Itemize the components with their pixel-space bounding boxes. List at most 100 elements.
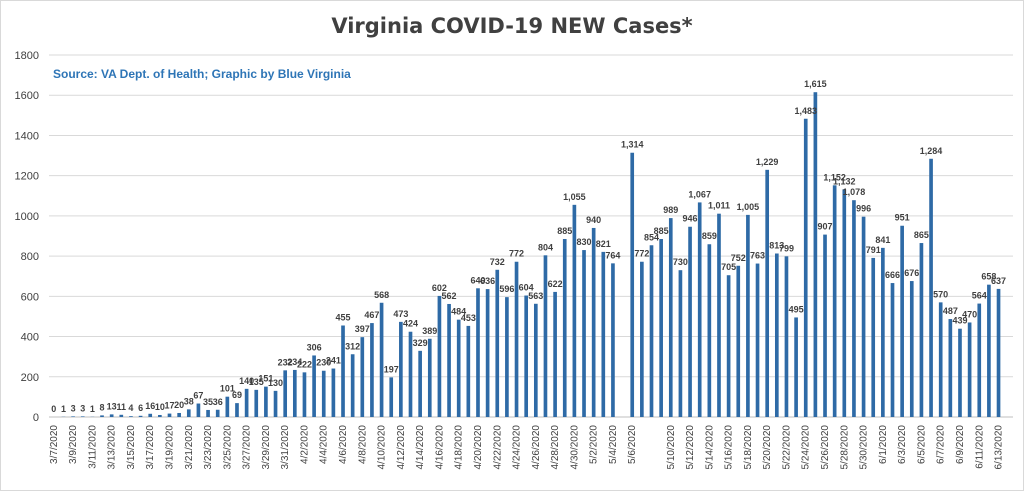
bar [466, 325, 471, 417]
data-label: 397 [355, 324, 370, 334]
bar [215, 409, 220, 417]
data-label: 804 [538, 242, 553, 252]
data-label: 602 [432, 283, 447, 293]
data-label: 3 [80, 403, 85, 413]
x-tick-label: 5/16/2020 [724, 425, 735, 470]
x-tick-label: 5/22/2020 [781, 425, 792, 470]
x-tick-label: 3/17/2020 [145, 425, 156, 470]
data-label: 17 [164, 401, 174, 411]
bar [630, 152, 635, 418]
x-tick-label: 4/30/2020 [569, 425, 580, 470]
data-label: 658 [981, 272, 996, 282]
bar [755, 263, 760, 417]
data-label: 996 [856, 204, 871, 214]
x-tick-label: 4/22/2020 [492, 425, 503, 470]
bars [61, 92, 1001, 418]
data-label: 946 [683, 214, 698, 224]
data-label: 989 [663, 205, 678, 215]
bar [649, 245, 654, 417]
bar [640, 261, 644, 417]
bar [881, 247, 885, 417]
data-label: 1,615 [804, 79, 827, 89]
data-label: 4 [128, 403, 133, 413]
bar [987, 284, 991, 417]
bar [842, 189, 847, 417]
bar [823, 234, 827, 417]
data-label: 562 [442, 291, 457, 301]
bar [235, 403, 239, 417]
data-label: 36 [213, 397, 223, 407]
data-label: 0 [51, 404, 56, 414]
data-label: 1,229 [756, 157, 779, 167]
bar [958, 328, 962, 417]
data-label: 1,314 [621, 140, 644, 150]
bar [476, 288, 480, 417]
bar [370, 323, 374, 417]
data-label: 705 [721, 262, 736, 272]
chart-subtitle: Source: VA Dept. of Health; Graphic by B… [53, 67, 351, 81]
bar [302, 372, 307, 417]
bar [360, 337, 365, 417]
data-label: 151 [258, 374, 273, 384]
x-tick-label: 5/20/2020 [762, 425, 773, 470]
x-tick-label: 3/25/2020 [222, 425, 233, 470]
data-label: 467 [364, 310, 379, 320]
bar [707, 244, 712, 417]
data-label: 38 [184, 396, 194, 406]
x-tick-label: 6/1/2020 [878, 425, 889, 464]
bar [129, 416, 133, 417]
bar [225, 396, 230, 417]
data-label: 101 [220, 384, 235, 394]
bar [292, 369, 297, 417]
bar [726, 275, 731, 417]
bar [138, 415, 143, 417]
data-label: 13 [107, 401, 117, 411]
data-label: 1,005 [737, 202, 760, 212]
data-label: 495 [789, 304, 804, 314]
bar [611, 263, 615, 417]
bar [109, 414, 114, 417]
bar [977, 303, 982, 417]
bar [186, 409, 191, 417]
data-label: 1,011 [708, 201, 730, 211]
data-label: 20 [174, 400, 184, 410]
x-tick-label: 3/27/2020 [242, 425, 253, 470]
x-tick-label: 6/13/2020 [994, 425, 1005, 470]
x-tick-label: 5/2/2020 [589, 425, 600, 464]
data-label: 907 [818, 222, 833, 232]
data-label: 1,284 [920, 146, 943, 156]
x-tick-label: 4/6/2020 [338, 425, 349, 464]
y-tick-label: 1400 [15, 130, 39, 142]
bar [312, 355, 316, 417]
data-label: 568 [374, 290, 389, 300]
data-label: 622 [548, 279, 563, 289]
x-tick-label: 3/15/2020 [126, 425, 137, 470]
bar [408, 331, 413, 417]
x-tick-label: 3/21/2020 [184, 425, 195, 470]
y-tick-label: 1800 [15, 50, 39, 62]
data-label: 1 [61, 404, 66, 414]
x-tick-label: 3/7/2020 [49, 425, 60, 464]
x-tick-label: 3/31/2020 [280, 425, 291, 470]
bar [861, 216, 866, 417]
x-tick-label: 3/9/2020 [68, 425, 79, 464]
data-label: 230 [316, 358, 331, 368]
data-label: 865 [914, 230, 929, 240]
data-label: 570 [933, 289, 948, 299]
y-tick-label: 600 [21, 291, 39, 303]
bar [341, 325, 345, 417]
bar [71, 416, 75, 417]
bar [572, 204, 577, 417]
bar [119, 414, 124, 417]
bar [832, 185, 837, 417]
x-tick-label: 5/24/2020 [801, 425, 812, 470]
bar [938, 302, 943, 417]
x-tick-label: 5/12/2020 [685, 425, 696, 470]
bar [514, 261, 519, 417]
bar [456, 319, 461, 417]
data-label: 473 [393, 309, 408, 319]
bar [774, 253, 779, 417]
bar [495, 269, 500, 417]
data-label: 424 [403, 319, 418, 329]
